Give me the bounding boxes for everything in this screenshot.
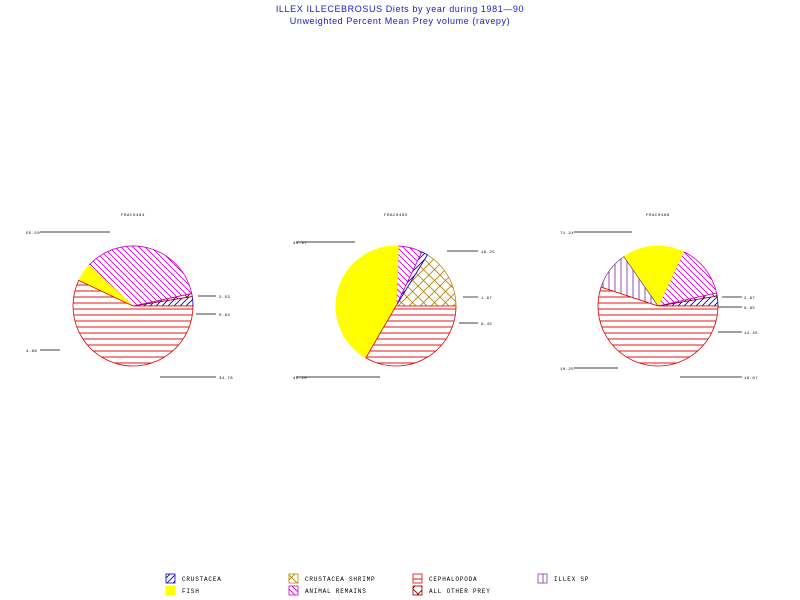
slice-value-label: 14.45 xyxy=(744,332,758,336)
legend-label: ILLEX SP xyxy=(554,576,589,583)
legend-swatch xyxy=(165,573,176,584)
pie-slice-cephalopoda xyxy=(72,279,194,367)
legend-label: ALL OTHER PREY xyxy=(429,588,491,595)
slice-value-label: 55.50 xyxy=(26,232,40,236)
legend-swatch xyxy=(412,585,423,596)
chart-subtitle: Unweighted Percent Mean Prey volume (rav… xyxy=(289,16,511,26)
legend-label: CEPHALOPODA xyxy=(429,576,477,583)
legend-item-cephalopoda: CEPHALOPODA xyxy=(412,573,477,584)
legend-item-fish: FISH xyxy=(165,585,200,596)
pie-chart-3: FRAC0486 2.67 0.85 14.45 16.67 10.25 71.24 xyxy=(560,214,758,381)
pie-title: FRAC0486 xyxy=(646,214,670,218)
slice-value-label: 4.86 xyxy=(26,350,37,354)
legend-label: CRUSTACEA xyxy=(182,576,222,583)
legend-swatch xyxy=(288,585,299,596)
slice-value-label: 33.37 xyxy=(293,242,307,246)
pie-slice-fish xyxy=(623,245,685,307)
legend-label: FISH xyxy=(182,588,200,595)
legend-swatch xyxy=(165,585,176,596)
slice-value-label: 2.53 xyxy=(219,296,230,300)
legend: CRUSTACEA CRUSTACEA SHRIMP CEPHALOPODA ILLE… xyxy=(165,573,589,596)
slice-value-label: 0.85 xyxy=(744,307,755,311)
pie-slice-cephalopoda xyxy=(365,305,457,367)
legend-item-crustacea_shrimp: CRUSTACEA SHRIMP xyxy=(288,573,375,584)
legend-label: CRUSTACEA SHRIMP xyxy=(305,576,375,583)
slice-value-label: 34.78 xyxy=(219,377,233,381)
pie-slice-crustacea_shrimp xyxy=(395,254,457,307)
legend-swatch xyxy=(537,573,548,584)
slice-value-label: 16.67 xyxy=(744,377,758,381)
pie-slice-animal_remains xyxy=(657,251,718,307)
legend-item-animal_remains: ANIMAL REMAINS xyxy=(288,585,367,596)
slice-value-label: 10.25 xyxy=(560,368,574,372)
slice-value-label: 0.83 xyxy=(219,314,230,318)
legend-item-crustacea: CRUSTACEA xyxy=(165,573,222,584)
slice-value-label: 42.25 xyxy=(293,377,307,381)
legend-swatch xyxy=(412,573,423,584)
chart-title: ILLEX ILLECEBROSUS Diets by year during … xyxy=(275,4,525,14)
chart-title-block: ILLEX ILLECEBROSUS Diets by year during … xyxy=(0,3,800,27)
legend-item-illex_sp: ILLEX SP xyxy=(537,573,589,584)
legend-swatch xyxy=(288,573,299,584)
slice-value-label: 16.25 xyxy=(481,251,495,255)
pie-slice-fish xyxy=(335,245,399,359)
pie-title: FRAC0484 xyxy=(121,214,145,218)
pie-title: FRAC0485 xyxy=(384,214,408,218)
pie-chart-1: FRAC0484 2.53 0.83 34.78 4.86 55.50 xyxy=(26,214,233,381)
slice-value-label: 6.45 xyxy=(481,323,492,327)
slice-value-label: 2.67 xyxy=(744,297,755,301)
legend-item-all_other_prey: ALL OTHER PREY xyxy=(412,585,491,596)
pie-slice-cephalopoda xyxy=(597,286,719,367)
pie-chart-2: FRAC0485 16.25 1.67 6.45 42.25 33.37 xyxy=(293,214,495,381)
pie-slice-animal_remains xyxy=(88,245,193,307)
legend-label: ANIMAL REMAINS xyxy=(305,588,367,595)
slice-value-label: 71.24 xyxy=(560,232,574,236)
slice-value-label: 1.67 xyxy=(481,297,492,301)
